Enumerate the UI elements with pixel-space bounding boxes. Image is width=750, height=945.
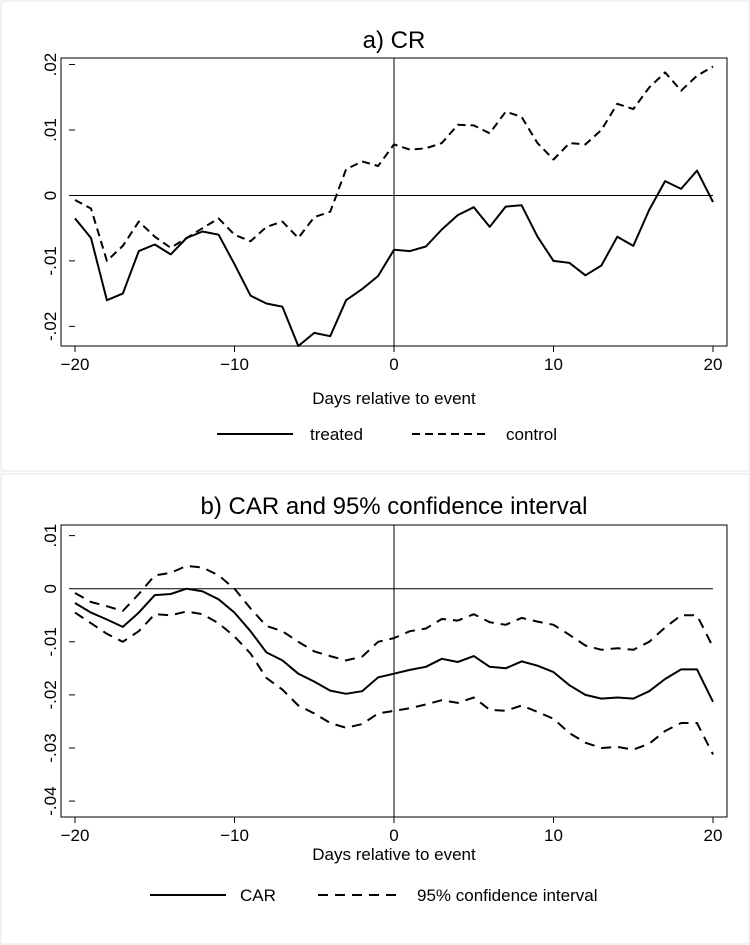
panel-a-reference-lines (75, 58, 713, 346)
x-tick-label: 20 (704, 826, 723, 845)
panel-a-background (0, 0, 750, 472)
panel-a-y-axis: -.02 -.01 0 .01 .02 (41, 53, 75, 341)
legend-label-car: CAR (240, 886, 276, 905)
y-tick-label: -.02 (41, 680, 60, 709)
panel-b-y-axis: -.04 -.03 -.02 -.01 0 .01 (41, 524, 75, 816)
x-tick-label: −10 (220, 355, 249, 374)
y-tick-label: -.04 (41, 786, 60, 815)
y-tick-label: -.01 (41, 246, 60, 275)
x-tick-label: 10 (544, 355, 563, 374)
x-tick-label: 0 (389, 355, 398, 374)
b-series-95-confidence-interval-lower (74, 610, 714, 755)
y-tick-label: .02 (41, 53, 60, 77)
y-tick-label: 0 (41, 191, 60, 200)
panel-b-x-axis: −20 −10 0 10 20 (61, 817, 723, 845)
x-tick-label: −10 (220, 826, 249, 845)
panel-a: a) CR −20 −10 0 10 20 -.02 -.01 0 .01 .02 Days r… (0, 0, 750, 472)
legend-label-treated: treated (310, 425, 363, 444)
legend-label-control: control (506, 425, 557, 444)
legend-label-confidence-interval: 95% confidence interval (417, 886, 598, 905)
panel-b-title: b) CAR and 95% confidence interval (201, 493, 588, 520)
y-tick-label: -.02 (41, 312, 60, 341)
panel-b-background (0, 473, 750, 945)
x-tick-label: 10 (544, 826, 563, 845)
y-tick-label: -.01 (41, 627, 60, 656)
panel-b-series (74, 564, 714, 755)
x-tick-label: 20 (704, 355, 723, 374)
panel-a-series (74, 65, 714, 347)
panel-b-legend: CAR 95% confidence interval (150, 886, 598, 905)
x-tick-label: −20 (61, 355, 90, 374)
b-series-car (74, 587, 714, 703)
x-tick-label: −20 (61, 826, 90, 845)
panel-b-reference-lines (75, 525, 713, 817)
y-tick-label: .01 (41, 524, 60, 548)
panel-a-legend: treated control (217, 425, 557, 444)
y-tick-label: 0 (41, 584, 60, 593)
a-series-treated (74, 169, 714, 347)
panel-b: b) CAR and 95% confidence interval −20 −1… (0, 473, 750, 945)
x-tick-label: 0 (389, 826, 398, 845)
y-tick-label: -.03 (41, 733, 60, 762)
panel-a-title: a) CR (363, 27, 426, 54)
b-series-95-confidence-interval-upper (74, 564, 714, 662)
panel-b-x-axis-label: Days relative to event (312, 845, 476, 864)
panel-a-x-axis-label: Days relative to event (312, 389, 476, 408)
panel-a-x-axis: −20 −10 0 10 20 (61, 346, 723, 374)
a-series-control (74, 65, 714, 262)
y-tick-label: .01 (41, 118, 60, 142)
